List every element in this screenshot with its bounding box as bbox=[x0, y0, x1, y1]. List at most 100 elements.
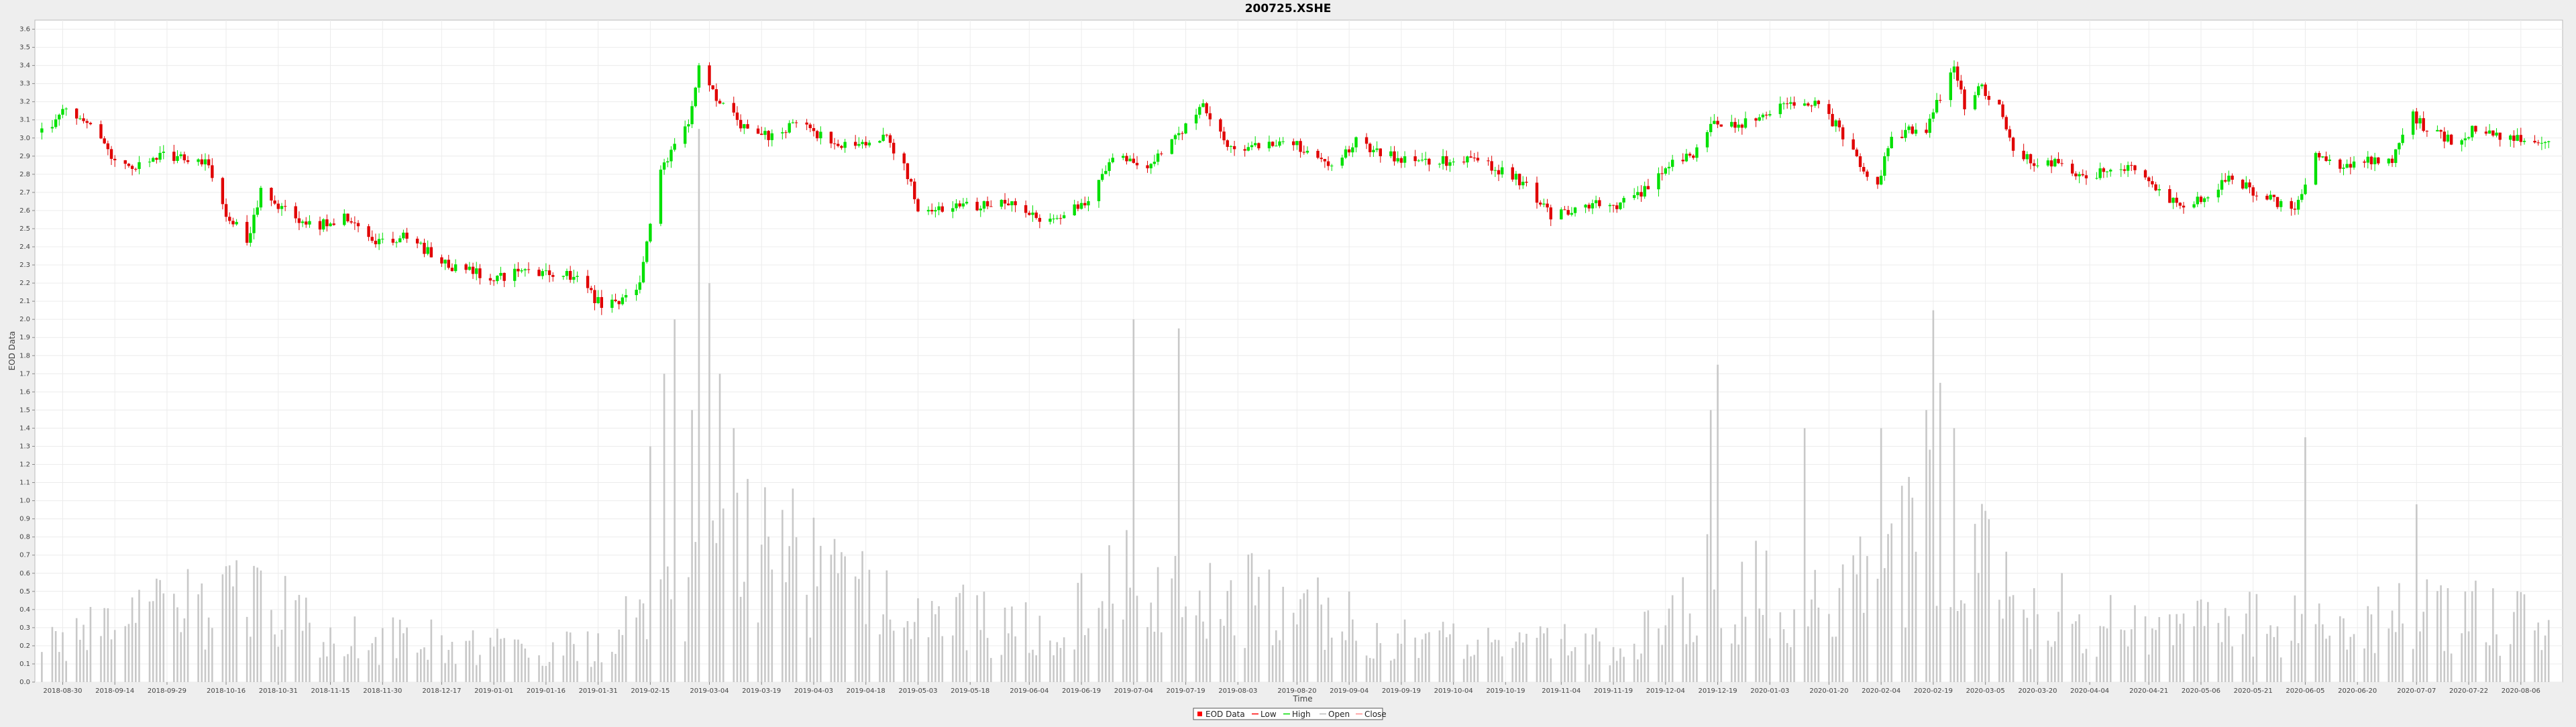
volume-bar bbox=[1876, 578, 1879, 682]
y-tick-label: 3.3 bbox=[19, 80, 30, 88]
candle-down bbox=[1014, 201, 1017, 206]
volume-bar bbox=[1696, 635, 1698, 682]
candle-down bbox=[318, 221, 322, 230]
volume-bar bbox=[962, 584, 965, 682]
x-tick-label: 2019-04-18 bbox=[847, 687, 885, 695]
candle-down bbox=[829, 131, 833, 144]
y-tick-label: 2.9 bbox=[19, 153, 30, 160]
volume-bar bbox=[1887, 534, 1889, 682]
candle-down bbox=[784, 132, 788, 133]
volume-bar bbox=[635, 617, 637, 682]
candle-down bbox=[332, 223, 335, 225]
volume-bar bbox=[837, 573, 839, 682]
volume-bar bbox=[2033, 588, 2035, 682]
candle-up bbox=[54, 119, 58, 127]
candle-up bbox=[1667, 166, 1671, 168]
candle-up bbox=[1466, 156, 1469, 163]
volume-bar bbox=[2155, 630, 2157, 682]
candle-up bbox=[1201, 103, 1205, 107]
candle-down bbox=[1083, 203, 1087, 206]
candle-down bbox=[85, 121, 89, 123]
volume-bar bbox=[659, 579, 662, 682]
volume-bar bbox=[1713, 589, 1715, 682]
candle-up bbox=[1128, 158, 1132, 162]
candle-up bbox=[1709, 123, 1713, 133]
candle-down bbox=[113, 158, 117, 160]
candle-up bbox=[1049, 219, 1052, 222]
candle-down bbox=[941, 206, 944, 212]
volume-bar bbox=[1181, 617, 1183, 682]
candle-down bbox=[1549, 207, 1552, 220]
candle-up bbox=[1608, 205, 1612, 207]
volume-bar bbox=[1671, 595, 1674, 682]
candle-up bbox=[1834, 120, 1837, 127]
volume-bar bbox=[148, 601, 151, 682]
candle-down bbox=[2060, 163, 2063, 164]
candle-up bbox=[2300, 194, 2304, 200]
volume-bar bbox=[1414, 637, 1416, 682]
volume-bar bbox=[1988, 519, 1990, 682]
volume-bar bbox=[54, 630, 57, 682]
volume-bar bbox=[374, 636, 377, 682]
volume-bar bbox=[2394, 632, 2397, 682]
volume-bar bbox=[2151, 628, 2153, 682]
candle-down bbox=[2275, 197, 2279, 207]
candle-up bbox=[1521, 182, 1525, 186]
candle-up bbox=[1122, 156, 1125, 158]
candle-up bbox=[2345, 164, 2349, 168]
volume-bar bbox=[708, 283, 710, 682]
candle-up bbox=[1928, 118, 1931, 133]
candle-down bbox=[1900, 137, 1904, 138]
candle-down bbox=[391, 239, 395, 243]
candle-down bbox=[221, 178, 225, 205]
y-tick-label: 1.4 bbox=[19, 425, 30, 432]
volume-bar bbox=[1779, 612, 1782, 682]
volume-bar bbox=[1768, 638, 1771, 682]
volume-bar bbox=[548, 661, 551, 682]
volume-bar bbox=[934, 614, 936, 682]
candle-up bbox=[1278, 141, 1281, 146]
x-tick-label: 2020-05-21 bbox=[2234, 687, 2273, 695]
candle-down bbox=[2290, 201, 2293, 209]
y-axis: 0.0 0.1 0.2 0.3 0.4 0.5 0.6 0.7 0.8 0.9 1.0 1.1 1.2 1… bbox=[19, 26, 35, 686]
candle-up bbox=[1684, 154, 1688, 162]
candle-down bbox=[2415, 111, 2418, 124]
candle-down bbox=[1323, 159, 1327, 162]
candle-up bbox=[669, 150, 673, 162]
candle-up bbox=[641, 262, 645, 283]
x-axis: 2018-08-30 2018-09-14 2018-09-29 2018-10-16… bbox=[43, 682, 2540, 695]
candle-down bbox=[1428, 158, 1431, 165]
volume-bar bbox=[1518, 632, 1521, 682]
volume-bar bbox=[614, 653, 616, 682]
volume-bar bbox=[1035, 655, 1037, 682]
volume-bar bbox=[611, 651, 613, 682]
volume-bar bbox=[739, 596, 742, 682]
candle-down bbox=[1862, 166, 1866, 172]
volume-bar bbox=[1619, 648, 1621, 682]
candle-down bbox=[1688, 154, 1692, 156]
candle-down bbox=[714, 89, 718, 101]
candle-up bbox=[2098, 168, 2102, 178]
candle-down bbox=[1379, 148, 1382, 156]
candle-up bbox=[1351, 147, 1354, 153]
candle-up bbox=[1907, 126, 1911, 130]
volume-bar bbox=[2085, 649, 2088, 682]
volume-bar bbox=[2426, 579, 2428, 682]
candle-up bbox=[1542, 203, 1546, 205]
candle-up bbox=[541, 271, 544, 276]
x-tick-label: 2019-07-04 bbox=[1114, 687, 1153, 695]
volume-bar bbox=[2249, 592, 2251, 682]
candles bbox=[40, 60, 2551, 315]
candle-down bbox=[2123, 169, 2127, 171]
candle-down bbox=[2130, 165, 2133, 166]
x-tick-label: 2019-06-19 bbox=[1062, 687, 1101, 695]
volume-bar bbox=[2492, 588, 2494, 682]
volume-bar bbox=[204, 649, 207, 682]
y-tick-label: 3.0 bbox=[19, 135, 30, 142]
candle-up bbox=[2460, 140, 2463, 145]
candle-up bbox=[1632, 195, 1636, 199]
volume-bar bbox=[2123, 630, 2126, 682]
volume-bar bbox=[639, 599, 641, 682]
volume-bar bbox=[277, 647, 280, 682]
